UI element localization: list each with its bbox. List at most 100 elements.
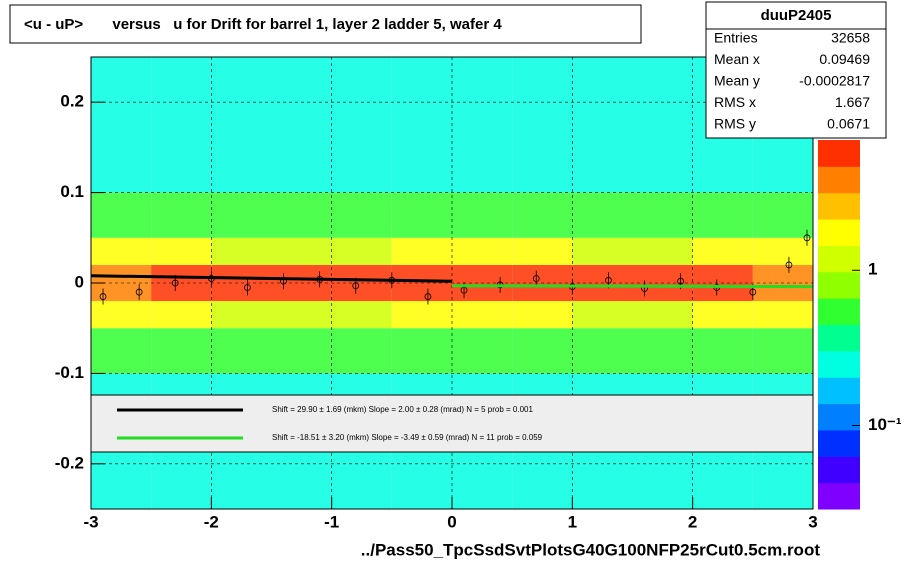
x-tick-label: -3 — [83, 512, 98, 531]
colorbar-segment — [818, 166, 860, 194]
heat-cell — [391, 192, 452, 238]
heat-cell — [632, 57, 693, 193]
heat-cell — [151, 301, 212, 329]
heat-cell — [512, 328, 573, 374]
z-tick-label: 10⁻¹ — [868, 415, 902, 434]
colorbar-segment — [818, 456, 860, 484]
stats-key: Mean x — [714, 51, 760, 67]
stats-value: 0.09469 — [819, 51, 870, 67]
colorbar-segment — [818, 482, 860, 510]
heat-cell — [271, 328, 332, 374]
heat-cell — [452, 328, 513, 374]
profile-point — [352, 282, 360, 290]
heat-cell — [211, 301, 272, 329]
colorbar-segment — [818, 324, 860, 352]
heat-cell — [151, 192, 212, 238]
heat-cell — [91, 328, 152, 374]
heat-cell — [512, 57, 573, 193]
profile-point — [244, 284, 251, 291]
heat-cell — [331, 301, 392, 329]
colorbar-segment — [818, 271, 860, 299]
y-tick-label: -0.2 — [55, 453, 84, 472]
heat-cell — [752, 328, 813, 374]
fit-line — [451, 284, 814, 289]
heat-cell — [632, 301, 693, 329]
profile-point — [677, 277, 685, 285]
profile-point — [135, 288, 143, 296]
colorbar-segment — [818, 298, 860, 325]
heat-cell — [391, 301, 452, 329]
heat-cell — [391, 328, 452, 374]
stats-value: 1.667 — [835, 94, 870, 110]
heat-cell — [692, 192, 753, 238]
heat-cell — [331, 328, 392, 374]
heat-cell — [211, 328, 272, 374]
colorbar-segment — [818, 350, 860, 378]
heat-cell — [512, 237, 573, 265]
heat-cell — [391, 237, 452, 265]
x-tick-label: 3 — [808, 512, 817, 531]
heat-cell — [331, 237, 392, 265]
profile-point — [171, 279, 179, 287]
heat-cell — [91, 301, 152, 329]
stats-key: RMS y — [714, 116, 756, 132]
x-axis-label: ../Pass50_TpcSsdSvtPlotsG40G100NFP25rCut… — [361, 540, 821, 559]
colorbar-segment — [818, 377, 860, 405]
heat-cell — [452, 301, 513, 329]
heat-cell — [692, 301, 753, 329]
x-tick-label: 2 — [688, 512, 697, 531]
heat-cell — [211, 237, 272, 265]
profile-point — [605, 276, 612, 284]
colorbar-segment — [818, 192, 860, 220]
heat-cell — [271, 57, 332, 193]
heat-cell — [151, 237, 212, 265]
heat-cell — [331, 192, 392, 238]
profile-point — [532, 275, 540, 282]
colorbar-segment — [818, 219, 860, 246]
colorbar-segment — [818, 429, 860, 457]
heat-cell — [91, 237, 152, 265]
heat-cell — [572, 328, 633, 374]
colorbar-segment — [818, 140, 860, 167]
heat-cell — [271, 301, 332, 329]
heat-cell — [572, 192, 633, 238]
legend-label: Shift = -18.51 ± 3.20 (mkm) Slope = -3.4… — [272, 433, 543, 442]
profile-point — [749, 288, 757, 296]
heat-cell — [692, 328, 753, 374]
heat-cell — [271, 192, 332, 238]
heat-cell — [452, 237, 513, 265]
heat-cell — [692, 237, 753, 265]
x-tick-label: 1 — [568, 512, 577, 531]
profile-point — [424, 293, 432, 300]
heat-cell — [211, 57, 272, 193]
stats-value: -0.0002817 — [799, 73, 870, 89]
profile-point — [803, 234, 811, 242]
y-tick-label: -0.1 — [55, 363, 84, 382]
y-tick-label: 0 — [75, 272, 84, 291]
heat-cell — [512, 192, 573, 238]
heat-cell — [572, 301, 633, 329]
heat-cell — [572, 237, 633, 265]
profile-point — [785, 261, 793, 269]
colorbar-segment — [818, 245, 860, 273]
stats-key: RMS x — [714, 94, 756, 110]
fit-line — [90, 274, 453, 283]
colorbar-segment — [818, 403, 860, 431]
heat-cell — [151, 57, 212, 193]
stats-key: Entries — [714, 30, 758, 46]
heat-cell — [151, 328, 212, 374]
heat-cell — [752, 301, 813, 329]
legend-box — [90, 394, 814, 453]
x-tick-label: -1 — [324, 512, 339, 531]
profile-point — [99, 293, 107, 300]
chart-title: <u - uP> versus u for Drift for barrel 1… — [24, 16, 502, 33]
x-tick-label: 0 — [447, 512, 456, 531]
stats-value: 32658 — [831, 30, 870, 46]
heat-cell — [211, 192, 272, 238]
stats-box — [705, 1, 887, 139]
heat-cell — [512, 301, 573, 329]
heat-cell — [271, 237, 332, 265]
heat-cell — [572, 57, 633, 193]
stats-key: Mean y — [714, 73, 760, 89]
